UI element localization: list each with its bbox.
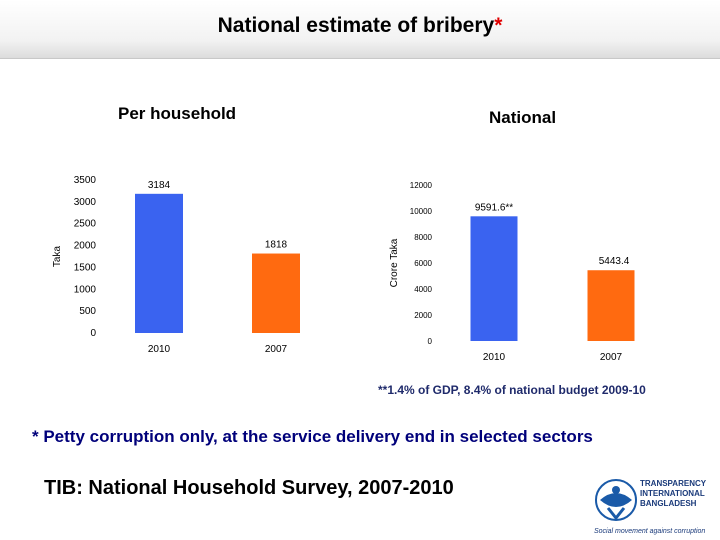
y-axis-label: Crore Taka <box>389 238 400 287</box>
y-tick-label: 3000 <box>74 197 97 208</box>
y-tick-label: 500 <box>79 306 96 317</box>
x-tick-label: 2010 <box>148 344 171 355</box>
gdp-note: **1.4% of GDP, 8.4% of national budget 2… <box>378 383 646 397</box>
x-tick-label: 2007 <box>600 352 623 363</box>
page-title: National estimate of bribery* <box>0 14 720 38</box>
y-tick-label: 2000 <box>74 241 97 252</box>
y-tick-label: 2000 <box>414 311 432 320</box>
title-text: National estimate of bribery <box>217 14 495 37</box>
y-tick-label: 12000 <box>410 181 433 190</box>
bar <box>135 193 183 333</box>
logo-tagline: Social movement against corruption <box>594 528 706 535</box>
y-axis-label: Taka <box>52 246 63 268</box>
y-tick-label: 0 <box>428 337 433 346</box>
y-tick-label: 0 <box>90 328 96 339</box>
bar <box>587 270 635 341</box>
globe-icon <box>595 479 637 521</box>
y-tick-label: 1000 <box>74 284 97 295</box>
y-tick-label: 6000 <box>414 259 432 268</box>
data-label: 3184 <box>148 180 171 191</box>
y-tick-label: 3500 <box>74 175 97 186</box>
y-tick-label: 4000 <box>414 285 432 294</box>
chart-subtitle-national: National <box>489 108 557 127</box>
logo-line: INTERNATIONAL <box>640 489 705 498</box>
logo-line: BANGLADESH <box>640 499 697 508</box>
data-label: 9591.6** <box>475 202 513 213</box>
x-tick-label: 2007 <box>265 344 288 355</box>
footnote: * Petty corruption only, at the service … <box>32 427 593 446</box>
data-label: 5443.4 <box>599 256 630 267</box>
chart-subtitle-household: Per household <box>118 104 237 123</box>
ti-bangladesh-logo: TRANSPARENCY INTERNATIONAL BANGLADESH So… <box>594 476 716 536</box>
data-label: 1818 <box>265 240 288 251</box>
title-bar: National estimate of bribery* <box>0 0 720 59</box>
bar <box>252 253 300 333</box>
x-tick-label: 2010 <box>483 352 506 363</box>
logo-line: TRANSPARENCY <box>640 479 707 488</box>
bar <box>470 216 518 341</box>
source-citation: TIB: National Household Survey, 2007-201… <box>44 477 454 499</box>
y-tick-label: 8000 <box>414 233 432 242</box>
y-tick-label: 2500 <box>74 219 97 230</box>
y-tick-label: 10000 <box>410 207 433 216</box>
title-asterisk: * <box>494 14 503 37</box>
logo-wordmark: TRANSPARENCY INTERNATIONAL BANGLADESH <box>640 479 706 509</box>
y-tick-label: 1500 <box>74 262 97 273</box>
